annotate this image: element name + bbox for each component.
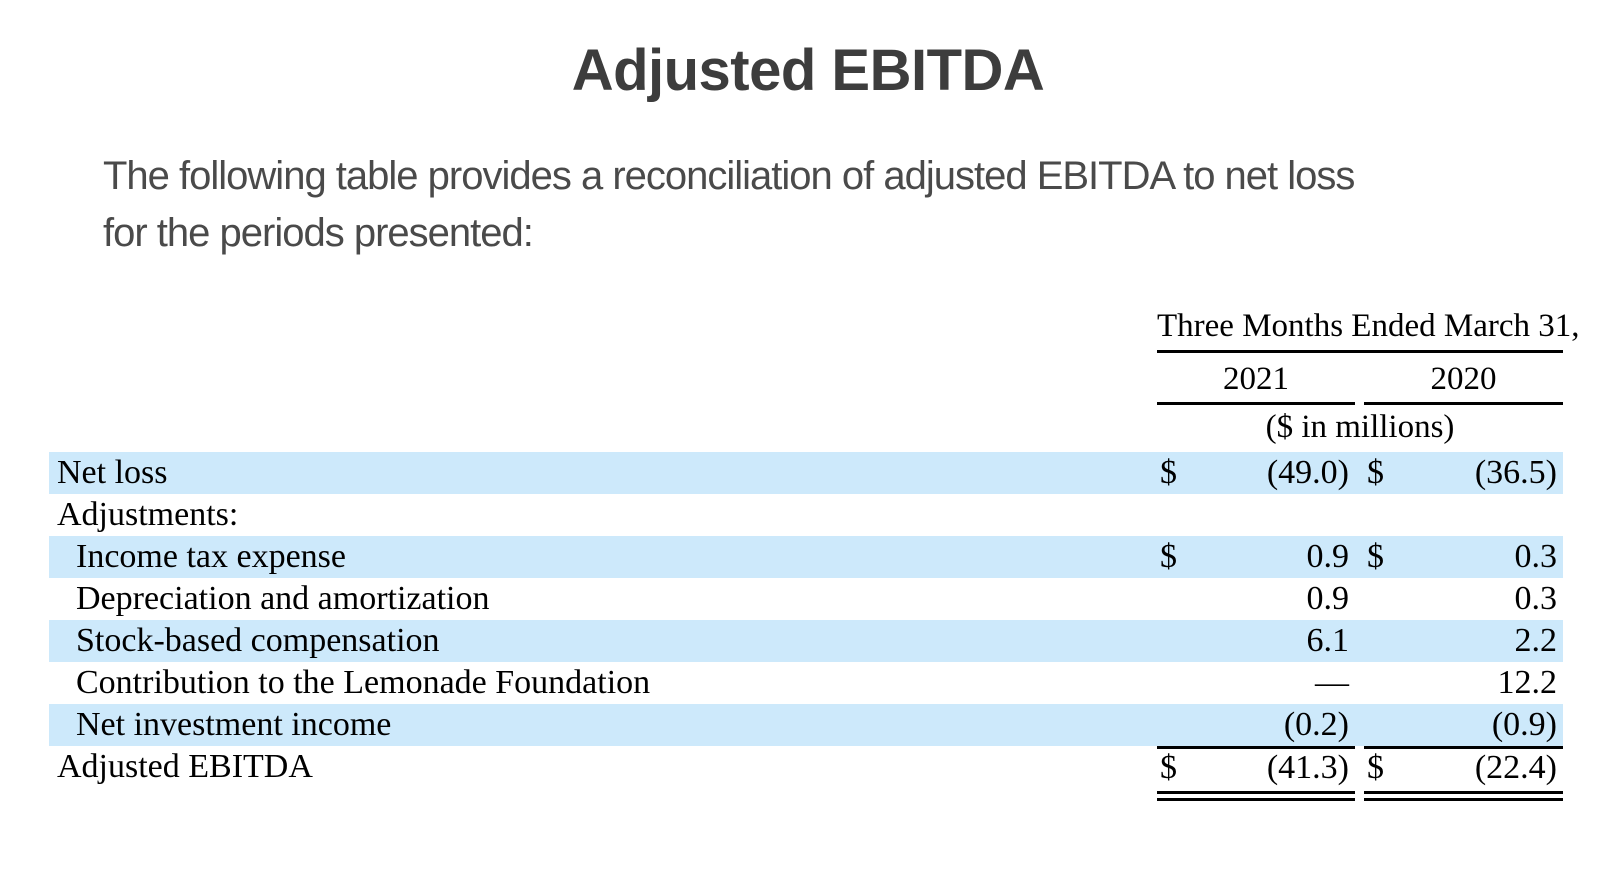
cell-2020: [1364, 494, 1563, 536]
cell-2021: $ (49.0): [1157, 452, 1355, 494]
column-gap: [1355, 662, 1364, 704]
rules-spacer: [49, 791, 1157, 801]
page-title: Adjusted EBITDA: [571, 38, 1045, 103]
column-header-2021: 2021: [1157, 361, 1355, 405]
row-label: Net loss: [57, 453, 168, 491]
double-rule-2020: [1364, 790, 1563, 801]
value-2021: 0.9: [1306, 579, 1350, 617]
cell-2020: $ 0.3: [1364, 536, 1563, 578]
dollar-sign: $: [1160, 749, 1177, 787]
column-gap: [1355, 494, 1364, 536]
column-gap: [1355, 536, 1364, 578]
row-label: Income tax expense: [76, 537, 346, 575]
value-2021: 6.1: [1306, 621, 1350, 659]
cell-2020: (0.9): [1364, 704, 1563, 746]
intro-line-1: The following table provides a reconcili…: [103, 153, 1355, 198]
dollar-sign: $: [1367, 749, 1384, 787]
table-row-depreciation-amortization: Depreciation and amortization 0.9 0.3: [49, 578, 1563, 620]
column-gap: [1355, 361, 1364, 405]
column-gap: [1355, 746, 1364, 788]
column-gap: [1355, 704, 1364, 746]
cell-2020: $ (22.4): [1364, 745, 1563, 788]
table-row-net-investment-income: Net investment income (0.2) (0.9): [49, 703, 1563, 746]
column-gap: [1355, 578, 1364, 620]
value-2020: 0.3: [1514, 537, 1558, 575]
cell-2021: [1157, 494, 1355, 536]
cell-2020: 0.3: [1364, 578, 1563, 620]
value-2021: (49.0): [1266, 453, 1349, 491]
value-2020: (0.9): [1491, 705, 1557, 743]
value-2020: (22.4): [1474, 749, 1557, 787]
cell-2020: $ (36.5): [1364, 452, 1563, 494]
row-label: Adjusted EBITDA: [57, 747, 313, 785]
value-2020: 2.2: [1514, 621, 1558, 659]
row-label: Adjustments:: [57, 495, 239, 533]
cell-2021: 6.1: [1157, 620, 1355, 662]
value-2021: (41.3): [1266, 749, 1349, 787]
ebitda-reconciliation-table: Three Months Ended March 31, 2021 2020 (…: [49, 308, 1579, 801]
dollar-sign: $: [1367, 537, 1384, 575]
table-header: Three Months Ended March 31, 2021 2020 (…: [1157, 308, 1579, 452]
year-columns: 2021 2020: [1157, 361, 1563, 405]
value-2020: 12.2: [1497, 663, 1558, 701]
cell-2021: 0.9: [1157, 578, 1355, 620]
double-rule-2021: [1157, 790, 1355, 801]
column-header-2020: 2020: [1364, 361, 1563, 405]
cell-2021: $ (41.3): [1157, 745, 1355, 788]
intro-line-2: for the periods presented:: [103, 210, 534, 255]
cell-2021: (0.2): [1157, 704, 1355, 746]
row-label: Contribution to the Lemonade Foundation: [76, 663, 651, 701]
units-note: ($ in millions): [1265, 408, 1455, 445]
value-2021: —: [1315, 663, 1349, 701]
period-header: Three Months Ended March 31,: [1157, 308, 1579, 353]
cell-2020: 12.2: [1364, 662, 1563, 704]
table-row-stock-based-compensation: Stock-based compensation 6.1 2.2: [49, 619, 1563, 662]
table-row-adjusted-ebitda-total: Adjusted EBITDA $ (41.3) $ (22.4): [49, 745, 1563, 788]
table-row-net-loss: Net loss $ (49.0) $ (36.5): [49, 451, 1563, 494]
column-gap: [1355, 620, 1364, 662]
row-label: Depreciation and amortization: [76, 579, 490, 617]
document-page: Adjusted EBITDA The following table prov…: [0, 36, 1616, 874]
cell-2021: $ 0.9: [1157, 536, 1355, 578]
table-row-lemonade-foundation: Contribution to the Lemonade Foundation …: [49, 662, 1563, 704]
total-double-rules: [49, 790, 1563, 801]
dollar-sign: $: [1367, 453, 1384, 491]
value-2020: (36.5): [1474, 453, 1557, 491]
row-label: Net investment income: [76, 705, 392, 743]
value-2021: 0.9: [1306, 537, 1350, 575]
value-2020: 0.3: [1514, 579, 1558, 617]
column-gap: [1355, 452, 1364, 494]
intro-paragraph: The following table provides a reconcili…: [103, 148, 1616, 262]
dollar-sign: $: [1160, 453, 1177, 491]
value-2021: (0.2): [1283, 705, 1349, 743]
cell-2021: —: [1157, 662, 1355, 704]
dollar-sign: $: [1160, 537, 1177, 575]
row-label: Stock-based compensation: [76, 621, 440, 659]
table-row-income-tax-expense: Income tax expense $ 0.9 $ 0.3: [49, 535, 1563, 578]
cell-2020: 2.2: [1364, 620, 1563, 662]
table-row-adjustments: Adjustments:: [49, 494, 1563, 536]
